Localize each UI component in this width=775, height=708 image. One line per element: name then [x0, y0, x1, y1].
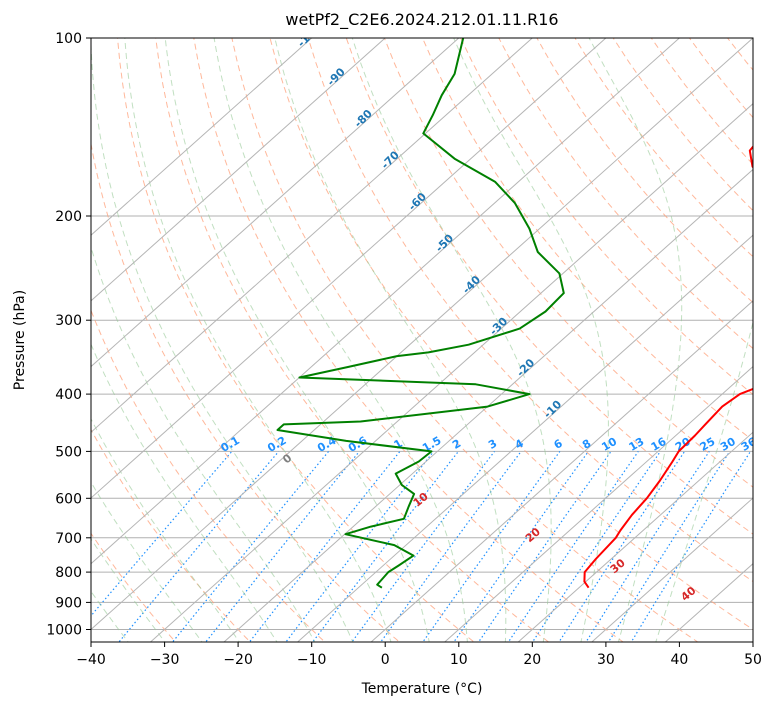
moist-adiabat-line — [91, 481, 203, 642]
x-tick-label: 20 — [523, 652, 541, 668]
mixing-ratio-line — [531, 451, 661, 642]
y-tick-label: 800 — [55, 565, 82, 581]
moist-adiabat-line — [588, 38, 683, 642]
x-axis-label: Temperature (°C) — [361, 681, 483, 697]
x-tick-label: 10 — [450, 652, 468, 668]
y-tick-label: 600 — [55, 491, 82, 507]
moist-adiabat-line — [91, 38, 354, 642]
mixing-ratio-line — [630, 451, 752, 642]
isotherm-line — [91, 38, 753, 631]
dry-adiabat-line — [116, 38, 475, 642]
dry-adiabat-line — [91, 141, 401, 642]
x-tick-label: 0 — [381, 652, 390, 668]
dry-adiabat-line — [155, 38, 550, 642]
moist-adiabat-line — [91, 537, 166, 642]
y-axis-ticks: 100 200 300 400 500 600 700 800 900 1000 — [46, 31, 91, 639]
moist-adiabat-line — [274, 38, 507, 642]
moist-adiabat-line — [91, 245, 316, 642]
mixing-ratio-line — [91, 451, 233, 617]
moist-adiabat-line — [213, 38, 468, 642]
moist-adiabat-line — [164, 38, 430, 642]
sounding-profiles — [276, 38, 753, 589]
isotherm-line — [296, 234, 753, 642]
dry-adiabat-line — [91, 309, 326, 642]
mixing-ratio-line — [558, 451, 686, 642]
isotherm-line — [223, 168, 753, 642]
y-tick-label: 1000 — [46, 623, 82, 639]
x-tick-label: 30 — [597, 652, 615, 668]
dry-adiabat-line — [231, 38, 699, 642]
isotherm-lines — [91, 38, 753, 642]
y-tick-label: 300 — [55, 313, 82, 329]
isotherm-line — [91, 38, 313, 236]
isotherm-line — [443, 365, 753, 642]
isotherm-line — [149, 102, 753, 642]
mixing-ratio-line — [607, 451, 731, 642]
x-tick-label: −10 — [297, 652, 327, 668]
isotherm-label: -100 — [295, 21, 324, 50]
moist-adiabat-line — [91, 590, 129, 642]
dewpoint-profile-line — [276, 38, 565, 589]
mixing-ratio-line — [285, 451, 435, 642]
dry-adiabat-line — [193, 38, 624, 642]
plot-frame — [90, 37, 754, 643]
pressure-grid — [91, 38, 753, 630]
isotherm-line — [517, 431, 753, 642]
temperature-profile-line — [583, 145, 753, 589]
moist-adiabat-line — [453, 38, 609, 642]
isotherm-line — [91, 38, 681, 565]
x-tick-label: −40 — [76, 652, 106, 668]
y-tick-label: 100 — [55, 31, 82, 47]
isotherm-line — [91, 38, 386, 302]
adiabat-lines — [91, 38, 753, 642]
plot-background — [91, 38, 753, 642]
x-tick-label: 50 — [744, 652, 762, 668]
dry-adiabat-line — [91, 428, 251, 642]
moist-adiabat-line — [91, 417, 241, 642]
moist-adiabat-line — [351, 38, 552, 642]
y-axis-label: Pressure (hPa) — [12, 290, 28, 390]
moist-adiabat-line — [655, 320, 753, 642]
isotherm-line — [91, 38, 534, 433]
y-tick-label: 700 — [55, 531, 82, 547]
y-tick-label: 400 — [55, 387, 82, 403]
chart-title: wetPf2_C2E6.2024.212.01.11.R16 — [285, 10, 558, 30]
moist-adiabat-line — [91, 343, 278, 642]
mixing-ratio-line — [379, 451, 522, 642]
x-tick-label: −30 — [150, 652, 180, 668]
mixing-ratio-line — [204, 451, 360, 642]
y-tick-label: 900 — [55, 595, 82, 611]
moist-adiabat-line — [124, 38, 392, 642]
x-tick-label: −20 — [223, 652, 253, 668]
isotherm-line — [91, 38, 460, 368]
mixing-ratio-line — [422, 451, 561, 642]
mixing-ratio-line — [585, 451, 710, 642]
x-tick-label: 40 — [670, 652, 688, 668]
mixing-ratio-label: 36 — [739, 435, 759, 454]
y-tick-label: 200 — [55, 209, 82, 225]
isotherm-line — [370, 300, 753, 642]
isotherm-line — [91, 38, 607, 499]
isotherm-line — [591, 497, 753, 642]
dry-adiabat-line — [536, 38, 753, 304]
y-tick-label: 500 — [55, 444, 82, 460]
mixing-ratio-line — [507, 451, 639, 642]
x-axis-ticks: −40 −30 −20 −10 0 10 20 30 40 50 — [76, 642, 762, 668]
